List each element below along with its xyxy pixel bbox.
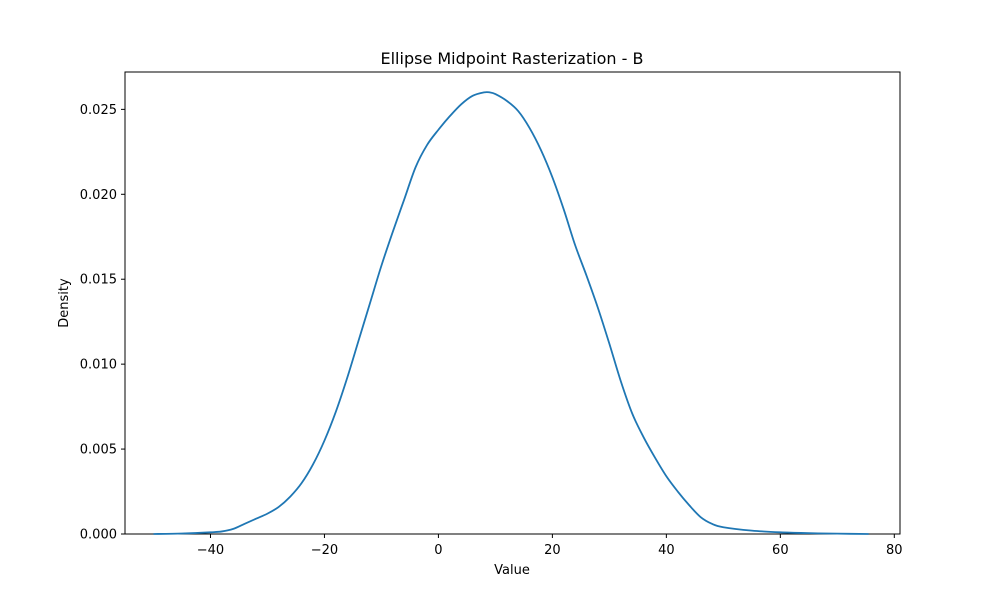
y-tick-label: 0.025: [80, 103, 117, 118]
y-axis-ticks: 0.000 0.005 0.010 0.015 0.020 0.025: [80, 103, 125, 543]
x-tick-label: 40: [658, 543, 675, 558]
y-tick-label: 0.000: [80, 528, 117, 543]
y-tick-label: 0.020: [80, 188, 117, 203]
y-tick-label: 0.005: [80, 443, 117, 458]
x-tick-label: 0: [434, 543, 442, 558]
x-tick-label: −40: [197, 543, 224, 558]
plot-frame: [124, 71, 901, 535]
density-curve: [153, 91, 869, 535]
x-tick-label: 60: [772, 543, 789, 558]
x-tick-label: 80: [886, 543, 903, 558]
y-axis-label: Density: [57, 278, 72, 328]
x-axis-label: Value: [494, 563, 530, 578]
chart-title: Ellipse Midpoint Rasterization - B: [381, 49, 644, 68]
y-tick-label: 0.015: [80, 273, 117, 288]
x-axis-ticks: −40 −20 0 20 40 60 80: [197, 534, 903, 558]
x-tick-label: −20: [311, 543, 338, 558]
x-tick-label: 20: [544, 543, 561, 558]
y-tick-label: 0.010: [80, 358, 117, 373]
